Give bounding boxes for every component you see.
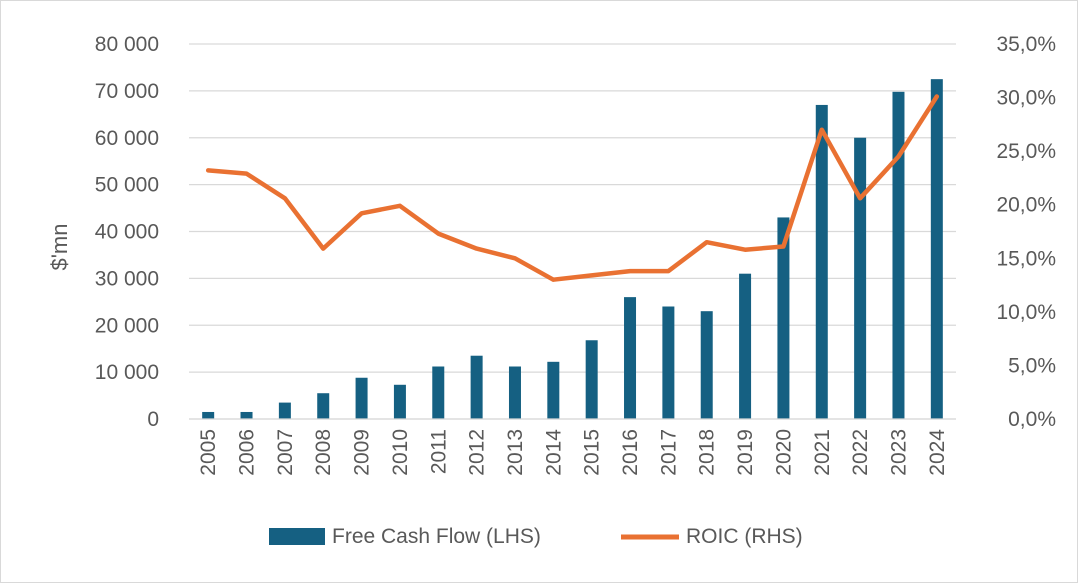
x-tick-label: 2009	[351, 429, 374, 476]
left-tick-label: 30 000	[95, 267, 159, 290]
x-tick-label: 2013	[504, 429, 527, 476]
x-tick-label: 2022	[849, 429, 872, 476]
fcf-bars	[202, 79, 943, 419]
fcf-bar-2013	[508, 366, 521, 419]
fcf-bar-2021	[815, 104, 828, 419]
right-tick-label: 35,0%	[996, 33, 1056, 56]
fcf-bar-2015	[585, 340, 598, 419]
left-tick-label: 20 000	[95, 314, 159, 337]
x-tick-label: 2019	[734, 429, 757, 476]
right-tick-label: 20,0%	[996, 194, 1056, 217]
fcf-bar-2011	[432, 366, 445, 419]
fcf-bar-2023	[892, 91, 905, 419]
left-tick-label: 70 000	[95, 80, 159, 103]
right-axis: 0,0% 5,0% 10,0% 15,0% 20,0% 25,0% 30,0% 35,0%	[996, 33, 1056, 431]
x-tick-label: 2008	[312, 429, 335, 476]
x-tick-label: 2012	[466, 429, 489, 476]
fcf-bar-2007	[278, 402, 291, 419]
fcf-bar-2016	[624, 297, 637, 419]
left-tick-label: 80 000	[95, 33, 159, 56]
right-tick-label: 10,0%	[996, 301, 1056, 324]
left-tick-label: 10 000	[95, 361, 159, 384]
right-tick-label: 0,0%	[1008, 408, 1056, 431]
x-tick-label: 2018	[696, 429, 719, 476]
fcf-bar-2009	[355, 377, 368, 419]
roic-line-group	[205, 94, 940, 282]
x-tick-label: 2024	[926, 429, 949, 476]
x-axis: 2005 2006 2007 2008 2009 2010 2011 2012 2013 2014…	[189, 418, 956, 476]
left-tick-label: 50 000	[95, 174, 159, 197]
x-tick-label: 2017	[657, 429, 680, 476]
x-tick-label: 2020	[772, 429, 795, 476]
x-tick-label: 2006	[236, 429, 259, 476]
right-tick-label: 30,0%	[996, 87, 1056, 110]
fcf-bar-2005	[202, 411, 215, 419]
fcf-bar-2014	[547, 361, 560, 419]
left-axis: 0 10 000 20 000 30 000 40 000 50 000 60 000 70 …	[95, 33, 159, 431]
y-axis-title: $'mn	[47, 224, 72, 271]
fcf-bar-2017	[662, 306, 675, 419]
fcf-bar-2020	[777, 217, 790, 419]
x-tick-label: 2023	[887, 429, 910, 476]
legend: Free Cash Flow (LHS) ROIC (RHS)	[269, 525, 803, 548]
x-tick-label: 2010	[389, 429, 412, 476]
x-tick-label: 2015	[581, 429, 604, 476]
left-tick-label: 0	[147, 408, 159, 431]
left-tick-label: 40 000	[95, 221, 159, 244]
right-tick-label: 15,0%	[996, 247, 1056, 270]
fcf-bar-2006	[240, 411, 253, 419]
fcf-bar-2018	[700, 311, 713, 419]
fcf-bar-2019	[739, 273, 752, 419]
fcf-bar-2024	[930, 79, 943, 419]
x-tick-label: 2005	[197, 429, 220, 476]
x-tick-label: 2016	[619, 429, 642, 476]
x-tick-label: 2011	[427, 429, 450, 474]
legend-swatch-fcf	[269, 528, 325, 545]
gridlines	[189, 43, 956, 420]
fcf-bar-2022	[854, 137, 867, 419]
x-tick-label: 2014	[542, 429, 565, 476]
legend-label-roic: ROIC (RHS)	[686, 525, 803, 548]
fcf-bar-2012	[470, 355, 483, 419]
right-tick-label: 25,0%	[996, 140, 1056, 163]
fcf-bar-2008	[317, 393, 330, 419]
legend-label-fcf: Free Cash Flow (LHS)	[332, 525, 541, 548]
x-tick-label: 2021	[811, 429, 834, 476]
roic-line	[205, 94, 940, 282]
x-tick-label: 2007	[274, 429, 297, 476]
right-tick-label: 5,0%	[1008, 354, 1056, 377]
left-tick-label: 60 000	[95, 127, 159, 150]
fcf-bar-2010	[393, 384, 406, 419]
